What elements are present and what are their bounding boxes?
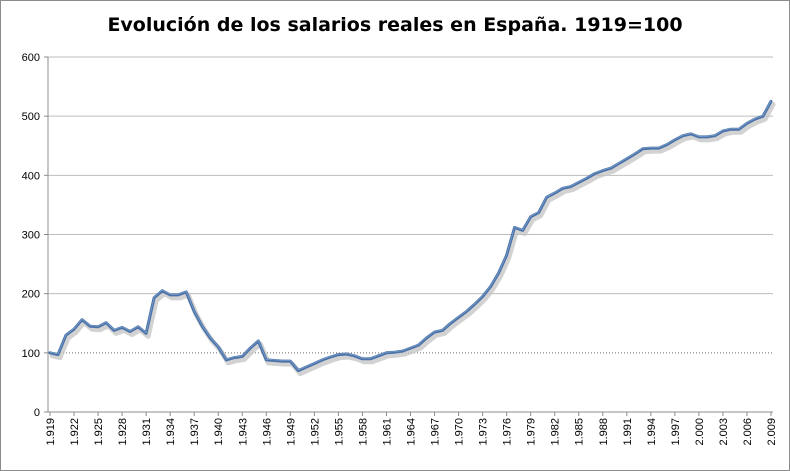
y-tick-label: 300: [22, 230, 40, 242]
x-tick-label: 1.940: [213, 418, 225, 446]
x-tick-label: 2.009: [766, 418, 778, 446]
x-tick-label: 1.994: [646, 418, 658, 446]
x-tick-label: 1.946: [261, 418, 273, 446]
x-tick-label: 1.979: [526, 418, 538, 446]
x-tick-label: 1.997: [670, 418, 682, 446]
x-tick-label: 1.934: [165, 418, 177, 446]
y-tick-label: 100: [22, 348, 40, 360]
x-tick-label: 1.970: [454, 418, 466, 446]
gridlines: [47, 56, 773, 413]
x-tick-label: 1.931: [141, 418, 153, 446]
y-tick-label: 500: [22, 111, 40, 123]
x-tick-label: 1.958: [357, 418, 369, 446]
series-line: [48, 99, 773, 373]
x-tick-label: 1.928: [117, 418, 129, 446]
x-tick-label: 1.961: [381, 418, 393, 446]
x-tick-label: 1.973: [478, 418, 490, 446]
x-tick-label: 1.967: [430, 418, 442, 446]
y-tick-label: 400: [22, 170, 40, 182]
x-tick-label: 1.988: [598, 418, 610, 446]
x-tick-label: 2.006: [742, 418, 754, 446]
x-tick-label: 1.976: [502, 418, 514, 446]
x-tick-label: 1.949: [285, 418, 297, 446]
y-tick-label: 600: [22, 52, 40, 64]
x-tick-label: 1.937: [189, 418, 201, 446]
x-tick-label: 1.991: [622, 418, 634, 446]
series-line-highlight: [49, 100, 772, 371]
x-tick-label: 1.943: [237, 418, 249, 446]
x-tick-label: 1.952: [309, 418, 321, 446]
x-tick-label: 2.000: [694, 418, 706, 446]
chart-title: Evolución de los salarios reales en Espa…: [107, 14, 683, 36]
x-tick-label: 1.982: [550, 418, 562, 446]
x-tick-label: 1.964: [406, 418, 418, 446]
x-tick-label: 1.955: [333, 418, 345, 446]
x-tick-label: 1.919: [45, 418, 57, 446]
y-tick-label: 200: [22, 289, 40, 301]
x-tick-label: 1.925: [93, 418, 105, 446]
y-tick-label: 0: [34, 407, 40, 419]
series-line-shadow: [49, 101, 776, 377]
x-tick-label: 1.922: [69, 418, 81, 446]
x-tick-label: 1.985: [574, 418, 586, 446]
y-axis-ticks: 0 100 200 300 400 500 600: [22, 52, 48, 419]
series-layer: [48, 99, 776, 377]
x-axis-ticks: 1.919 1.922 1.925 1.928 1.931 1.934 1.937 1.940…: [45, 412, 778, 446]
x-tick-label: 2.003: [718, 418, 730, 446]
